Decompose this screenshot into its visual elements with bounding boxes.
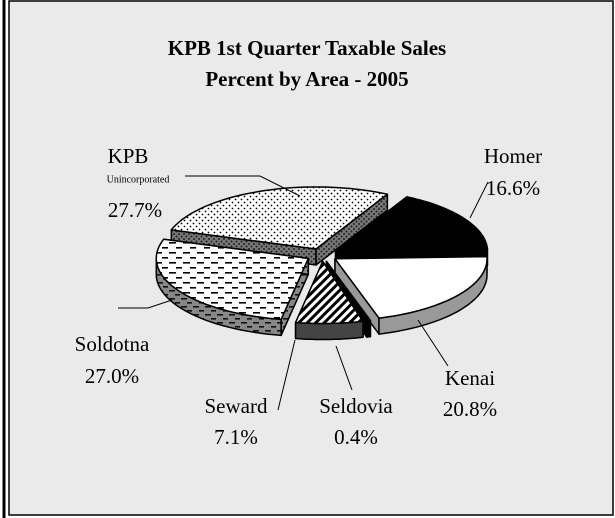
slice-top <box>325 260 372 322</box>
slice-top <box>334 196 489 253</box>
leader-line <box>417 319 449 367</box>
leader-line <box>118 299 173 309</box>
category-label: Kenai <box>445 366 495 390</box>
leader-line <box>469 181 489 219</box>
value-label: 16.6% <box>486 176 540 200</box>
slice-top <box>334 255 488 319</box>
slice-side <box>365 319 372 338</box>
leader-line <box>335 345 353 391</box>
value-label: 0.4% <box>334 425 378 449</box>
slice <box>155 238 310 337</box>
category-label: Soldotna <box>75 332 150 356</box>
value-label: 7.1% <box>214 425 258 449</box>
chart-subtitle: Percent by Area - 2005 <box>205 67 408 91</box>
pie <box>155 186 489 341</box>
slice <box>334 255 488 335</box>
labels: Homer 16.6% Kenai 20.8% Seldovia 0.4% Seward 7.… <box>75 144 543 449</box>
leader-line <box>185 175 301 197</box>
value-label: 27.0% <box>85 364 139 388</box>
chart-title: KPB 1st Quarter Taxable Sales <box>168 36 446 60</box>
slice-top <box>294 260 364 325</box>
chart-area <box>8 0 614 516</box>
category-label: KPB <box>108 144 149 168</box>
slice-top <box>155 238 310 321</box>
slice-top <box>170 186 389 250</box>
value-label: 20.8% <box>443 397 497 421</box>
category-label: Seward <box>205 394 268 418</box>
category-label: Seldovia <box>319 394 393 418</box>
category-sublabel: Unincorporated <box>107 174 170 185</box>
leader-line <box>277 339 296 411</box>
slice <box>294 260 364 341</box>
category-label: Homer <box>484 144 542 168</box>
value-label: 27.7% <box>108 198 162 222</box>
